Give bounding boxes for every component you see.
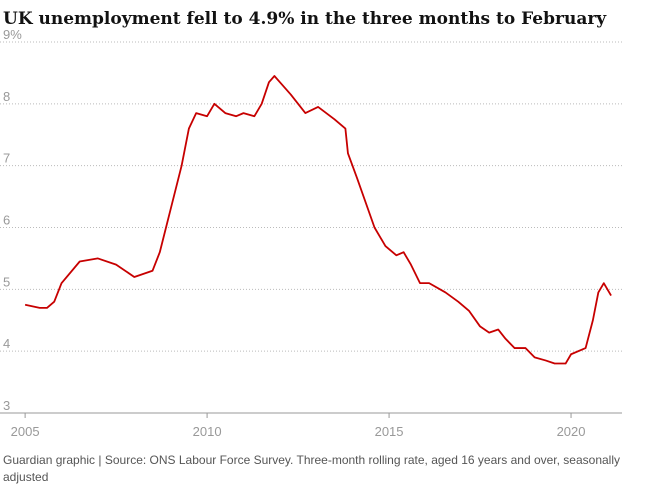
y-tick-label: 3 (3, 398, 10, 413)
y-tick-label: 9% (3, 27, 22, 42)
x-tick-label: 2005 (11, 424, 40, 439)
chart: UK unemployment fell to 4.9% in the thre… (0, 9, 622, 439)
y-tick-label: 6 (3, 213, 10, 228)
chart-title: UK unemployment fell to 4.9% in the thre… (3, 9, 607, 29)
y-tick-label: 8 (3, 89, 10, 104)
x-tick-label: 2010 (193, 424, 222, 439)
source-note: Guardian graphic | Source: ONS Labour Fo… (3, 453, 621, 484)
x-tick-label: 2015 (375, 424, 404, 439)
line (24, 75, 612, 365)
x-tick-label: 2020 (557, 424, 586, 439)
y-tick-label: 5 (3, 274, 10, 289)
y-tick-label: 7 (3, 151, 10, 166)
y-tick-label: 4 (3, 336, 10, 351)
